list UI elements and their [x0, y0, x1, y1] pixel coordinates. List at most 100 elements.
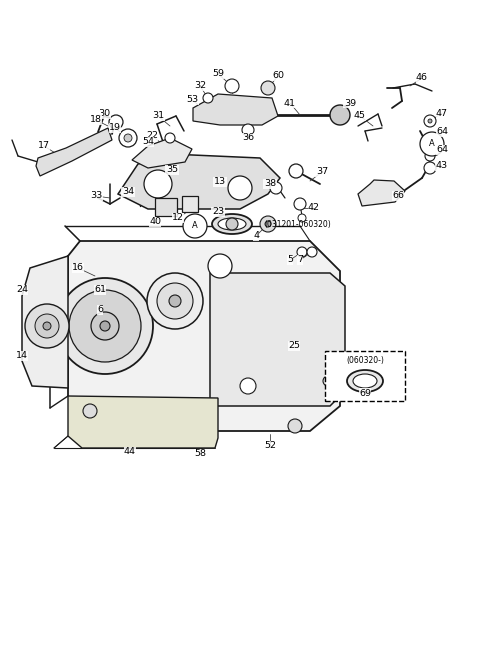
- Circle shape: [225, 79, 239, 93]
- Text: 12: 12: [172, 213, 184, 222]
- Circle shape: [260, 216, 276, 232]
- Text: A: A: [192, 222, 198, 230]
- Text: 36: 36: [242, 134, 254, 142]
- Circle shape: [323, 376, 333, 386]
- Text: A: A: [429, 140, 435, 148]
- Text: 41: 41: [284, 98, 296, 108]
- Text: 46: 46: [416, 73, 428, 83]
- Text: 23: 23: [212, 207, 224, 216]
- Text: 59: 59: [212, 70, 224, 79]
- Text: (031201-060320): (031201-060320): [264, 220, 331, 228]
- Text: 34: 34: [122, 188, 134, 197]
- Text: 39: 39: [344, 98, 356, 108]
- Text: 64: 64: [436, 146, 448, 155]
- Circle shape: [124, 134, 132, 142]
- Text: 7: 7: [297, 255, 303, 264]
- Text: 38: 38: [264, 180, 276, 188]
- Circle shape: [261, 81, 275, 95]
- Circle shape: [147, 273, 203, 329]
- Polygon shape: [132, 138, 192, 168]
- Text: 60: 60: [272, 72, 284, 81]
- Text: 6: 6: [97, 306, 103, 314]
- Text: 61: 61: [94, 285, 106, 295]
- Circle shape: [307, 247, 317, 257]
- Text: 69: 69: [359, 388, 371, 398]
- Circle shape: [83, 404, 97, 418]
- Circle shape: [57, 278, 153, 374]
- Text: 43: 43: [436, 161, 448, 171]
- Text: 42: 42: [308, 203, 320, 213]
- Circle shape: [226, 218, 238, 230]
- Circle shape: [425, 133, 435, 143]
- Ellipse shape: [218, 218, 246, 230]
- Circle shape: [424, 162, 436, 174]
- Text: 58: 58: [194, 449, 206, 459]
- Text: 37: 37: [316, 167, 328, 176]
- Circle shape: [298, 214, 306, 222]
- Circle shape: [208, 254, 232, 278]
- Circle shape: [35, 314, 59, 338]
- Text: 33: 33: [90, 192, 102, 201]
- Circle shape: [424, 115, 436, 127]
- Text: 17: 17: [38, 142, 50, 150]
- Circle shape: [425, 151, 435, 161]
- Circle shape: [288, 419, 302, 433]
- Circle shape: [203, 93, 213, 103]
- Circle shape: [330, 105, 350, 125]
- Text: 4: 4: [253, 232, 259, 241]
- Circle shape: [183, 214, 207, 238]
- Text: 40: 40: [149, 218, 161, 226]
- Text: 19: 19: [109, 123, 121, 133]
- Bar: [155, 198, 177, 216]
- Circle shape: [420, 132, 444, 156]
- Text: 44: 44: [124, 447, 136, 457]
- Circle shape: [100, 321, 110, 331]
- Text: 30: 30: [98, 110, 110, 119]
- Circle shape: [69, 290, 141, 362]
- Circle shape: [270, 182, 282, 194]
- Circle shape: [157, 283, 193, 319]
- Text: 64: 64: [436, 127, 448, 136]
- Text: 54: 54: [142, 138, 154, 146]
- Text: 5: 5: [287, 255, 293, 264]
- Text: 35: 35: [166, 165, 178, 174]
- Ellipse shape: [212, 214, 252, 234]
- Circle shape: [109, 115, 123, 129]
- Circle shape: [165, 133, 175, 143]
- Circle shape: [240, 378, 256, 394]
- Text: 24: 24: [16, 285, 28, 295]
- Circle shape: [228, 176, 252, 200]
- Circle shape: [265, 221, 271, 227]
- Bar: [325, 351, 405, 401]
- Polygon shape: [118, 154, 280, 209]
- Circle shape: [294, 198, 306, 210]
- Circle shape: [169, 295, 181, 307]
- Text: 53: 53: [186, 96, 198, 104]
- Polygon shape: [358, 180, 405, 206]
- Text: 31: 31: [152, 112, 164, 121]
- Text: 66: 66: [392, 192, 404, 201]
- Text: 14: 14: [16, 352, 28, 361]
- Circle shape: [297, 247, 307, 257]
- Text: (060320-): (060320-): [346, 356, 384, 365]
- Polygon shape: [210, 273, 345, 406]
- Polygon shape: [22, 256, 68, 388]
- Circle shape: [43, 322, 51, 330]
- Text: 25: 25: [288, 342, 300, 350]
- Text: 18: 18: [90, 115, 102, 125]
- Circle shape: [144, 170, 172, 198]
- Text: 22: 22: [146, 131, 158, 140]
- Circle shape: [428, 119, 432, 123]
- Text: 13: 13: [214, 178, 226, 186]
- Text: 47: 47: [436, 108, 448, 117]
- Ellipse shape: [347, 370, 383, 392]
- Text: 45: 45: [354, 112, 366, 121]
- Polygon shape: [36, 128, 112, 176]
- Text: 16: 16: [72, 264, 84, 272]
- Ellipse shape: [353, 374, 377, 388]
- Polygon shape: [193, 94, 278, 125]
- Text: 32: 32: [194, 81, 206, 91]
- Circle shape: [289, 164, 303, 178]
- Text: 52: 52: [264, 441, 276, 451]
- Circle shape: [25, 304, 69, 348]
